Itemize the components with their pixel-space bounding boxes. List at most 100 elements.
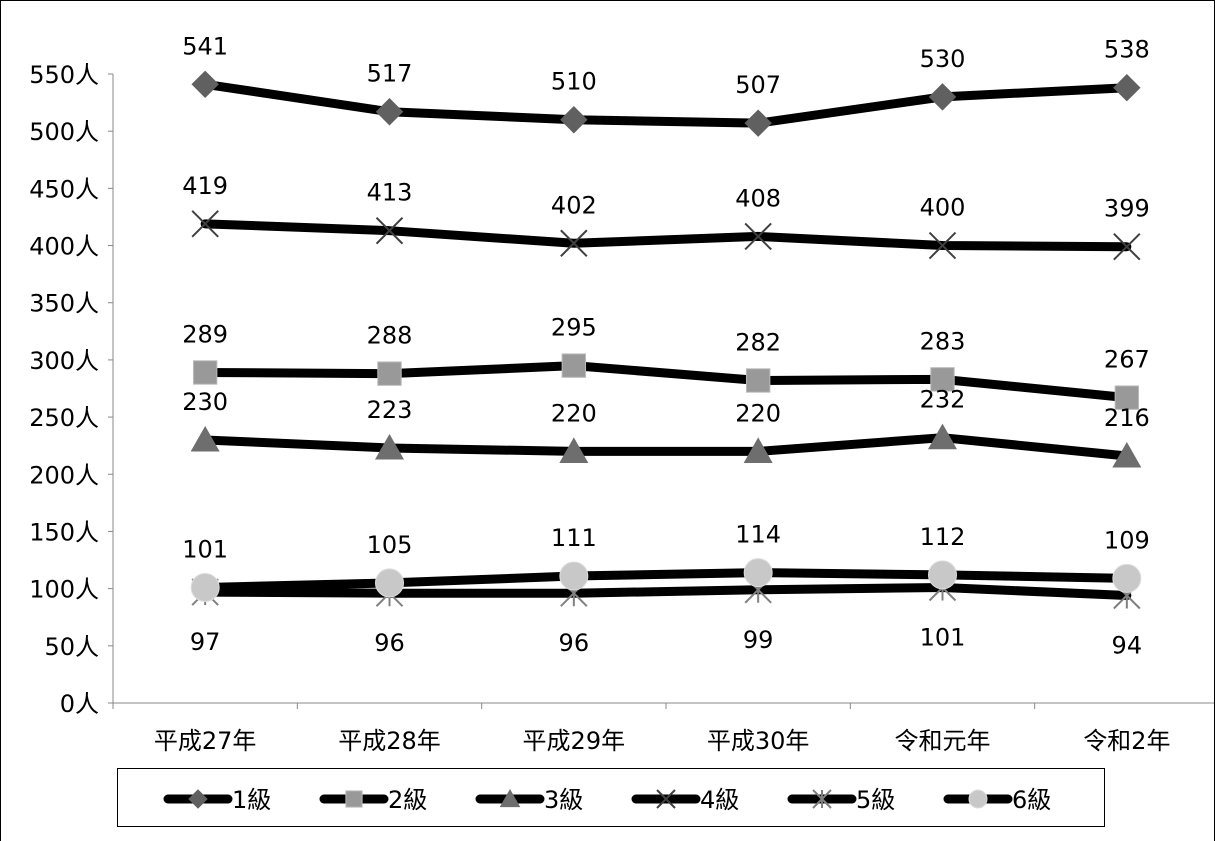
data-point xyxy=(743,437,773,463)
y-tick-label: 150人 xyxy=(29,518,99,546)
legend-marker xyxy=(968,789,988,809)
data-label: 400 xyxy=(920,194,966,222)
legend-label: 6級 xyxy=(1012,786,1051,814)
line-chart: 0人 50人 100人 150人 200人 250人 300人 350人 400人 450人 500… xyxy=(29,32,1214,755)
data-point xyxy=(930,367,955,392)
data-label: 216 xyxy=(1104,404,1150,432)
y-tick-label: 100人 xyxy=(29,576,99,604)
data-point xyxy=(190,572,220,602)
x-tick-label: 令和2年 xyxy=(1083,727,1170,755)
data-point xyxy=(374,433,405,460)
data-label: 112 xyxy=(920,523,966,551)
data-point xyxy=(928,231,957,260)
y-tick-label: 550人 xyxy=(29,61,99,89)
data-label: 220 xyxy=(551,399,597,427)
data-point xyxy=(559,437,589,463)
data-label: 507 xyxy=(735,71,781,99)
legend-marker xyxy=(345,790,363,808)
data-point xyxy=(561,353,587,378)
data-point xyxy=(190,425,220,452)
legend-label: 5級 xyxy=(856,786,895,814)
data-point xyxy=(743,558,773,588)
legend-label: 2級 xyxy=(388,786,427,814)
data-label: 96 xyxy=(374,629,405,657)
data-label: 419 xyxy=(182,172,228,200)
data-label: 283 xyxy=(920,327,966,355)
data-point xyxy=(377,361,402,386)
legend-label: 1級 xyxy=(232,786,271,814)
data-label: 223 xyxy=(367,396,413,424)
data-point xyxy=(191,210,219,238)
data-label: 99 xyxy=(743,626,774,654)
data-label: 232 xyxy=(920,386,966,414)
data-point xyxy=(191,70,219,98)
data-point xyxy=(744,109,772,137)
data-point xyxy=(744,222,772,251)
data-label: 538 xyxy=(1104,36,1150,64)
data-label: 295 xyxy=(551,314,597,342)
x-tick-label: 平成28年 xyxy=(338,727,441,755)
data-point xyxy=(928,83,957,111)
data-label: 267 xyxy=(1104,346,1150,374)
data-label: 101 xyxy=(182,535,228,563)
data-point xyxy=(560,229,588,257)
data-point xyxy=(928,560,957,590)
data-label: 408 xyxy=(735,184,781,212)
y-tick-label: 50人 xyxy=(44,633,99,661)
data-point xyxy=(1112,563,1142,593)
data-label: 114 xyxy=(735,521,781,549)
data-label: 101 xyxy=(920,623,966,651)
data-point xyxy=(927,423,958,450)
data-point xyxy=(1113,74,1141,102)
data-label: 94 xyxy=(1112,631,1143,659)
y-tick-label: 200人 xyxy=(29,461,99,489)
series-line xyxy=(200,433,1132,461)
y-tick-label: 0人 xyxy=(60,690,99,718)
series-line xyxy=(200,582,1132,600)
data-label: 230 xyxy=(182,388,228,416)
x-tick-label: 平成27年 xyxy=(154,727,257,755)
data-label: 109 xyxy=(1104,526,1150,554)
legend-label: 3級 xyxy=(544,786,583,814)
series-line xyxy=(200,568,1132,592)
data-label: 517 xyxy=(367,60,413,88)
legend-marker xyxy=(499,788,521,808)
data-point xyxy=(375,98,404,126)
data-label: 96 xyxy=(559,629,590,657)
x-tick-label: 令和元年 xyxy=(895,727,991,755)
x-tick-label: 平成30年 xyxy=(707,727,810,755)
data-label: 510 xyxy=(551,68,597,96)
y-tick-label: 250人 xyxy=(29,404,99,432)
legend-marker xyxy=(188,789,208,809)
data-label: 289 xyxy=(182,320,228,348)
series-line xyxy=(200,219,1132,252)
legend-marker xyxy=(656,789,676,809)
data-label: 220 xyxy=(735,399,781,427)
series-line xyxy=(200,79,1132,128)
data-label: 111 xyxy=(551,524,597,552)
data-point xyxy=(560,106,588,134)
data-label: 399 xyxy=(1104,195,1150,223)
y-tick-label: 500人 xyxy=(29,118,99,146)
legend-marker xyxy=(812,789,832,809)
data-label: 105 xyxy=(367,531,413,559)
y-tick-label: 400人 xyxy=(29,233,99,261)
data-point xyxy=(1113,232,1141,261)
data-label: 97 xyxy=(190,628,221,656)
data-label: 402 xyxy=(551,191,597,219)
y-tick-label: 350人 xyxy=(29,290,99,318)
data-point xyxy=(745,368,771,393)
x-tick-label: 平成29年 xyxy=(523,727,626,755)
y-tick-label: 300人 xyxy=(29,347,99,375)
series-line xyxy=(200,361,1132,403)
y-tick-label: 450人 xyxy=(29,175,99,203)
legend-svg: 1級 2級 3級 4級 5級 6級 xyxy=(163,786,1051,814)
data-point xyxy=(375,216,404,245)
data-point xyxy=(375,568,404,598)
legend-label: 4級 xyxy=(700,786,739,814)
data-label: 288 xyxy=(367,322,413,350)
data-point xyxy=(559,561,589,591)
legend: 1級 2級 3級 4級 5級 6級 xyxy=(117,768,1105,827)
data-label: 530 xyxy=(920,45,966,73)
